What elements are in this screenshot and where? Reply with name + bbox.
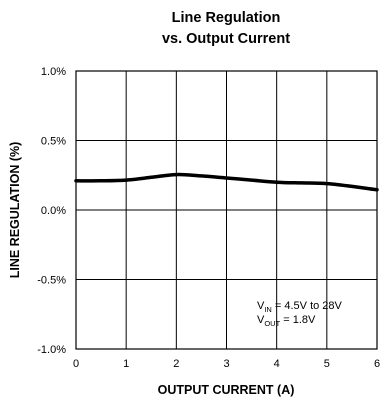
conditions-annotation: VIN = 4.5V to 28V VOUT = 1.8V	[257, 300, 343, 328]
vin-condition: VIN = 4.5V to 28V	[257, 300, 343, 314]
y-tick-label: -1.0%	[37, 344, 66, 356]
data-series	[74, 172, 379, 192]
x-tick-label: 5	[324, 358, 330, 370]
chart-title-line-1: Line Regulation	[172, 10, 281, 26]
y-tick-label: -0.5%	[37, 275, 66, 287]
y-axis-label: LINE REGULATION (%)	[8, 142, 22, 279]
vin-value: = 4.5V to 28V	[272, 300, 343, 312]
vout-value: = 1.8V	[280, 314, 316, 326]
x-axis-label: OUTPUT CURRENT (A)	[158, 383, 295, 397]
x-tick-labels: 0 1 2 3 4 5 6	[73, 358, 380, 370]
vin-subscript: IN	[264, 305, 272, 314]
x-tick-label: 1	[123, 358, 129, 370]
vout-prefix: V	[257, 314, 265, 326]
x-tick-label: 0	[73, 358, 79, 370]
y-tick-label: 0.0%	[41, 205, 66, 217]
line-regulation-series	[74, 172, 379, 192]
y-tick-label: 1.0%	[41, 66, 66, 78]
vout-condition: VOUT = 1.8V	[257, 314, 316, 328]
x-tick-label: 3	[223, 358, 229, 370]
y-tick-label: 0.5%	[41, 136, 66, 148]
vin-prefix: V	[257, 300, 265, 312]
x-tick-label: 4	[274, 358, 280, 370]
chart-title-line-2: vs. Output Current	[162, 31, 290, 47]
x-tick-label: 6	[374, 358, 380, 370]
y-tick-labels: 1.0% 0.5% 0.0% -0.5% -1.0%	[37, 66, 66, 356]
plot-frame	[75, 70, 378, 350]
vout-subscript: OUT	[264, 319, 280, 328]
x-tick-label: 2	[173, 358, 179, 370]
